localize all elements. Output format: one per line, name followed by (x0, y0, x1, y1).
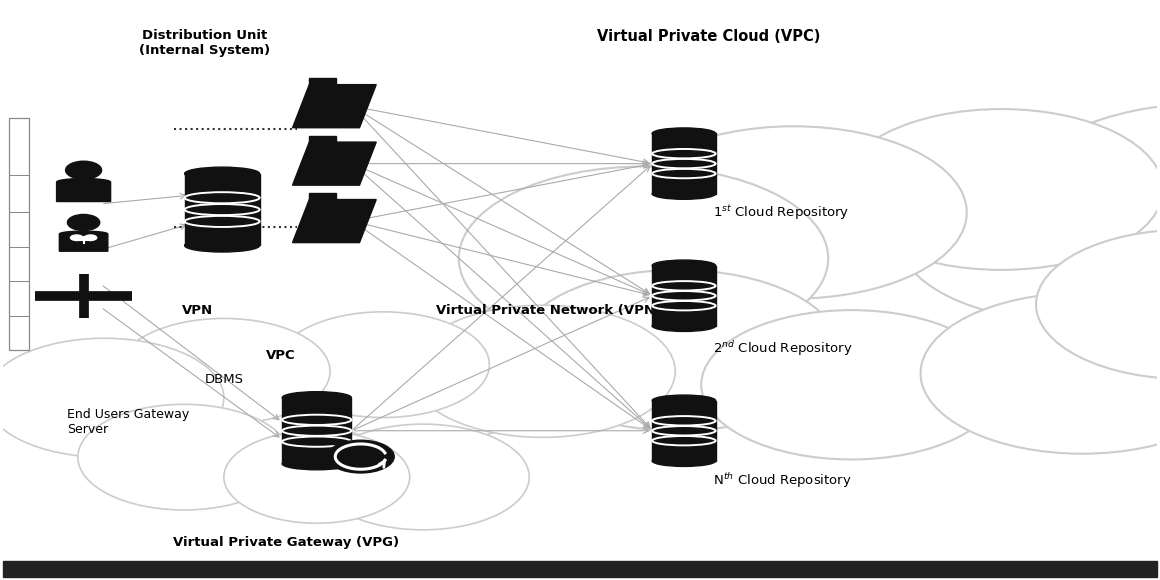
Circle shape (317, 424, 529, 530)
Text: Virtual Private Network (VPN): Virtual Private Network (VPN) (436, 304, 661, 317)
Ellipse shape (652, 395, 716, 406)
Text: VPN: VPN (182, 304, 212, 317)
Polygon shape (292, 200, 376, 242)
Bar (8, 118, 29, 350)
Circle shape (0, 338, 224, 457)
Bar (282, 398, 351, 464)
Text: VPC: VPC (266, 349, 296, 361)
Text: Distribution Unit
(Internal System): Distribution Unit (Internal System) (139, 28, 270, 57)
Circle shape (701, 310, 1001, 459)
Ellipse shape (652, 455, 716, 466)
Text: Virtual Private Cloud (VPC): Virtual Private Cloud (VPC) (597, 28, 820, 44)
Circle shape (326, 440, 394, 474)
Text: N$^{th}$ Cloud Repository: N$^{th}$ Cloud Repository (712, 471, 851, 490)
Polygon shape (292, 142, 376, 185)
Ellipse shape (282, 392, 351, 404)
Ellipse shape (652, 320, 716, 331)
Circle shape (78, 404, 290, 510)
Text: DBMS: DBMS (205, 374, 244, 386)
Polygon shape (57, 179, 110, 201)
Circle shape (459, 166, 828, 350)
Ellipse shape (652, 260, 716, 271)
Circle shape (1013, 103, 1160, 299)
Text: Virtual Private Gateway (VPG): Virtual Private Gateway (VPG) (173, 536, 399, 549)
Circle shape (277, 312, 490, 418)
Circle shape (184, 365, 450, 497)
Circle shape (840, 109, 1160, 270)
Bar (652, 133, 716, 194)
Ellipse shape (282, 458, 351, 470)
Circle shape (621, 126, 966, 299)
Text: End Users Gateway
Server: End Users Gateway Server (67, 408, 190, 436)
Ellipse shape (184, 239, 260, 252)
Text: 1$^{st}$ Cloud Repository: 1$^{st}$ Cloud Repository (712, 204, 849, 223)
Polygon shape (310, 78, 336, 85)
Circle shape (516, 270, 840, 431)
Polygon shape (310, 136, 336, 142)
Circle shape (67, 215, 100, 230)
Polygon shape (310, 193, 336, 200)
Ellipse shape (184, 167, 260, 180)
Circle shape (1036, 230, 1160, 379)
Circle shape (224, 431, 409, 523)
Bar (184, 173, 260, 245)
Ellipse shape (652, 188, 716, 200)
Circle shape (921, 293, 1160, 454)
Bar (652, 401, 716, 461)
Polygon shape (292, 85, 376, 128)
Circle shape (66, 161, 102, 179)
Circle shape (898, 149, 1160, 321)
Text: 2$^{nd}$ Cloud Repository: 2$^{nd}$ Cloud Repository (712, 339, 853, 358)
Circle shape (84, 234, 97, 241)
Polygon shape (59, 231, 108, 251)
Bar (652, 266, 716, 326)
Circle shape (701, 190, 1117, 396)
Circle shape (304, 325, 543, 444)
Circle shape (117, 318, 331, 424)
Bar (2, 561, 1158, 577)
Circle shape (70, 234, 84, 241)
Ellipse shape (652, 128, 716, 139)
Circle shape (409, 305, 675, 437)
